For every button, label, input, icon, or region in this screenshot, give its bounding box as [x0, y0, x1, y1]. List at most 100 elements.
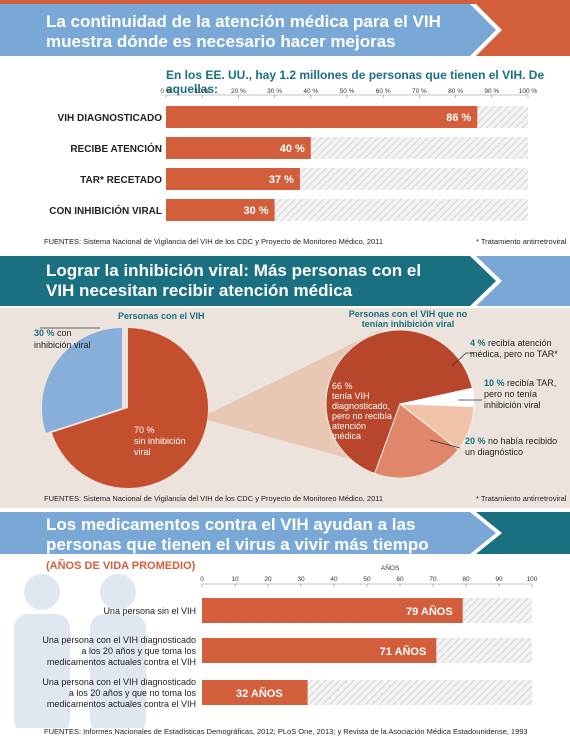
label-4-a: recibía atención — [488, 338, 552, 348]
x-tick-label: 100 % — [519, 88, 538, 95]
right-pie-title-1: Personas con el VIH que no — [348, 309, 468, 319]
banner-1-line1: La continuidad de la atención médica par… — [46, 12, 441, 31]
axis-title: AÑOS — [381, 563, 400, 572]
bar — [202, 598, 463, 623]
label-30-pct: 30 % — [34, 328, 55, 338]
people-silhouettes — [14, 574, 146, 728]
label-30-b: inhibición viral — [34, 340, 91, 350]
x-tick-label: 100 — [527, 576, 538, 583]
banner-3-line1: Los medicamentos contra el VIH ayudan a … — [46, 515, 416, 534]
banner-2-title: Lograr la inhibición viral: Más personas… — [46, 261, 421, 301]
label-20: 20 % no había recibido un diagnóstico — [465, 436, 557, 458]
category-label: CON INHIBICIÓN VIRAL — [49, 204, 162, 217]
pie-slice-not-inhibited — [51, 328, 209, 488]
label-66-c: diagnosticado, — [332, 401, 391, 411]
bar — [166, 137, 311, 159]
banner-2-line2: VIH necesitan recibir atención médica — [46, 281, 353, 300]
right-pie-title: Personas con el VIH que no tenían inhibi… — [338, 309, 478, 329]
label-4-b: médica, pero no TAR* — [470, 349, 558, 359]
x-tick-label: 40 — [330, 576, 338, 583]
x-tick-label: 40 % — [303, 88, 318, 95]
category-label: Una persona sin el VIH — [103, 606, 196, 616]
label-66-b: tenía VIH — [332, 391, 370, 401]
x-tick-label: 10 % — [195, 88, 210, 95]
label-70-b: sin inhibición — [134, 436, 186, 446]
x-tick-label: 20 % — [231, 88, 246, 95]
right-pie-title-2: tenían inhibición viral — [361, 319, 455, 329]
bar-value-label: 30 % — [244, 205, 269, 217]
category-label: a los 20 años y que toma los — [81, 646, 196, 656]
category-label: a los 20 años y que no toma los — [69, 688, 197, 698]
label-10-b: pero no tenía — [484, 389, 538, 399]
banner-3: Los medicamentos contra el VIH ayudan a … — [0, 508, 570, 558]
bar-value-label: 37 % — [269, 174, 294, 186]
bar-value-label: 40 % — [280, 143, 305, 155]
pie-charts — [40, 327, 482, 488]
label-4-pct: 4 % — [470, 338, 486, 348]
banner-2: Lograr la inhibición viral: Más personas… — [0, 252, 570, 310]
section2-footnote: * Tratamiento antirretroviral — [476, 494, 567, 503]
banner-2-line1: Lograr la inhibición viral: Más personas… — [46, 261, 422, 280]
label-20-a: no había recibido — [488, 436, 558, 446]
banner-1-title: La continuidad de la atención médica par… — [46, 12, 441, 52]
category-label: medicamentos actuales contra el VIH — [47, 657, 196, 667]
continuum-bar-chart: 0 % 10 % 20 % 30 % 40 % 50 % 60 % 70 % 80 % 90 % 1… — [49, 88, 538, 221]
label-20-b: un diagnóstico — [465, 447, 524, 457]
section3-subtitle: (AÑOS DE VIDA PROMEDIO) — [46, 560, 196, 572]
x-tick-label: 0 — [200, 576, 204, 583]
label-70-c: viral — [134, 447, 151, 457]
category-label: Una persona con el VIH diagnosticado — [42, 635, 196, 645]
pie-slice-inhibited — [41, 328, 122, 433]
pie-slice — [325, 329, 473, 475]
banner-1-bg — [0, 0, 570, 60]
category-label: VIH DIAGNOSTICADO — [58, 113, 163, 124]
x-tick-label: 90 — [495, 576, 503, 583]
x-tick-label: 0 % — [160, 88, 171, 95]
label-66: 66 % tenía VIH diagnosticado, pero no re… — [332, 381, 392, 441]
bar — [202, 638, 437, 663]
bar — [166, 106, 478, 128]
label-30-a: con — [57, 328, 72, 338]
label-10-c: inhibición viral — [484, 400, 541, 410]
label-10: 10 % recibía TAR, pero no tenía inhibici… — [484, 378, 556, 411]
life-expectancy-chart: AÑOS 0 10 20 30 40 50 60 70 80 90 100 79 AÑOS Una per… — [42, 563, 538, 709]
section1-source: FUENTES: Sistema Nacional de Vigilancia … — [44, 237, 384, 246]
x-tick-label: 50 — [363, 576, 371, 583]
banner-2-bg — [0, 252, 570, 310]
pie-slice — [374, 403, 459, 479]
leader-line — [451, 352, 474, 367]
x-tick-label: 30 % — [267, 88, 282, 95]
label-70: 70 % sin inhibición viral — [134, 425, 186, 458]
x-tick-label: 20 — [264, 576, 272, 583]
leader-line — [429, 439, 461, 449]
bar-value-label: 86 % — [446, 112, 471, 124]
bar-value-label: 71 AÑOS — [380, 645, 427, 658]
label-66-d: pero no recibía — [332, 411, 393, 421]
bar — [202, 680, 308, 705]
label-10-a: recibía TAR, — [507, 378, 557, 388]
x-tick-label: 60 — [396, 576, 404, 583]
banner-1: La continuidad de la atención médica par… — [0, 0, 570, 60]
banner-3-title: Los medicamentos contra el VIH ayudan a … — [46, 515, 429, 555]
bar-value-label: 79 AÑOS — [406, 605, 453, 618]
x-tick-label: 80 — [462, 576, 470, 583]
left-pie-title: Personas con el VIH — [118, 311, 205, 321]
banner-1-line2: muestra dónde es necesario hacer mejoras — [46, 32, 396, 51]
label-66-e: atención — [332, 421, 367, 431]
label-66-f: médica — [332, 431, 362, 441]
banner-3-line2: personas que tienen el virus a vivir más… — [46, 535, 429, 554]
banner-3-bg — [0, 508, 570, 558]
section2-source: FUENTES: Sistema Nacional de Vigilancia … — [44, 494, 384, 503]
x-tick-label: 10 — [231, 576, 239, 583]
x-tick-label: 70 — [429, 576, 437, 583]
x-tick-label: 30 — [297, 576, 305, 583]
label-20-pct: 20 % — [465, 436, 486, 446]
section1-footnote: * Tratamiento antirretroviral — [476, 237, 567, 246]
label-30: 30 % con inhibición viral — [34, 327, 91, 351]
bar — [166, 199, 275, 221]
category-label: TAR* RECETADO — [80, 175, 162, 186]
category-label: RECIBE ATENCIÓN — [70, 142, 162, 155]
x-tick-label: 50 % — [340, 88, 355, 95]
label-70-a: 70 % — [134, 425, 155, 435]
bar — [166, 168, 300, 190]
